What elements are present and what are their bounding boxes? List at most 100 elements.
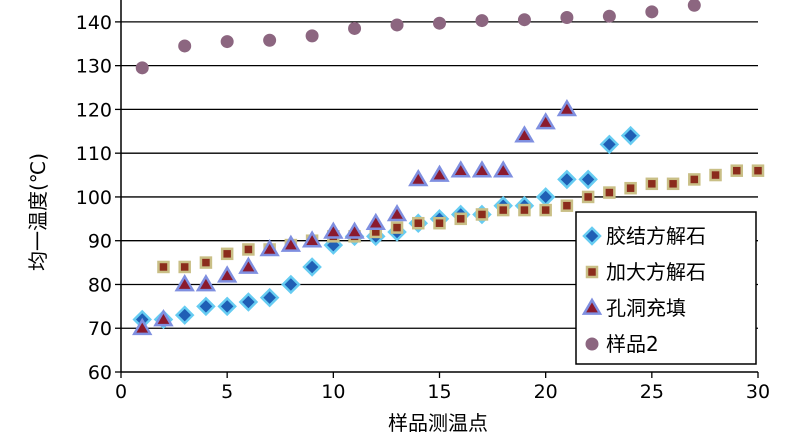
- gridlines: [121, 21, 758, 329]
- point-triangle: [408, 168, 429, 187]
- y-tick-label: 120: [76, 99, 112, 121]
- point-triangle: [259, 238, 280, 257]
- point-square: [433, 216, 446, 230]
- legend-label: 孔洞充填: [606, 296, 686, 320]
- point-triangle: [195, 274, 217, 292]
- point-triangle: [556, 98, 578, 117]
- point-triangle: [365, 212, 386, 231]
- legend-marker-triangle: [581, 297, 603, 315]
- point-square: [709, 168, 722, 182]
- y-axis-title: 均一温度(℃): [26, 153, 50, 271]
- point-square: [518, 203, 531, 217]
- x-axis-title: 样品测温点: [388, 411, 488, 435]
- point-diamond: [238, 292, 259, 312]
- y-tick-label: 130: [76, 56, 112, 78]
- point-diamond: [557, 169, 577, 190]
- point-square: [390, 221, 404, 234]
- legend-marker-square: [585, 265, 599, 279]
- point-triangle: [450, 160, 471, 178]
- point-circle: [220, 35, 234, 49]
- point-square: [242, 243, 255, 256]
- point-circle: [560, 11, 574, 25]
- point-circle: [687, 0, 701, 12]
- legend-marker-diamond: [582, 226, 602, 246]
- point-diamond: [281, 274, 301, 295]
- x-tick-label: 10: [321, 381, 345, 403]
- point-diamond: [174, 305, 195, 325]
- point-triangle: [174, 274, 195, 292]
- point-triangle: [344, 221, 365, 239]
- point-circle: [433, 16, 446, 30]
- point-triangle: [301, 230, 323, 248]
- point-square: [688, 173, 701, 186]
- point-square: [645, 177, 659, 191]
- series-3: [132, 98, 578, 336]
- legend-label: 加大方解石: [606, 260, 706, 284]
- y-tick-label: 110: [76, 143, 112, 165]
- y-tick-labels: 60 70 80 90 100 110 120 130 140: [76, 12, 112, 384]
- point-square: [751, 164, 765, 177]
- legend-label: 胶结方解石: [606, 224, 706, 248]
- point-triangle: [153, 309, 174, 327]
- y-tick-label: 70: [88, 318, 112, 340]
- point-triangle: [132, 317, 153, 336]
- point-square: [220, 247, 234, 261]
- series-4: [135, 0, 701, 75]
- y-tick-label: 90: [88, 231, 112, 253]
- point-triangle: [386, 203, 408, 222]
- y-tick-label: 140: [76, 12, 112, 34]
- point-square: [560, 199, 574, 212]
- point-square: [539, 203, 552, 217]
- point-square: [475, 208, 489, 221]
- point-square: [178, 260, 191, 274]
- x-tick-label: 30: [746, 381, 770, 403]
- point-circle: [475, 14, 489, 28]
- point-square: [581, 190, 595, 204]
- point-circle: [263, 33, 277, 47]
- x-tick-label: 0: [115, 381, 127, 403]
- y-tick-label: 100: [76, 187, 112, 209]
- point-square: [157, 260, 170, 274]
- series-1: [132, 125, 641, 330]
- point-square: [199, 256, 213, 269]
- axes: [115, 0, 759, 378]
- x-tick-label: 15: [427, 381, 451, 403]
- point-square: [603, 186, 616, 199]
- point-circle: [135, 61, 149, 75]
- point-circle: [645, 5, 659, 19]
- legend-box: [575, 211, 757, 365]
- point-square: [624, 181, 637, 195]
- point-circle: [602, 9, 616, 23]
- point-triangle: [471, 160, 493, 178]
- point-diamond: [620, 125, 641, 146]
- point-circle: [348, 21, 362, 35]
- point-square: [412, 216, 425, 230]
- point-circle: [305, 29, 319, 43]
- legend-marker-circle: [585, 337, 599, 351]
- point-square: [730, 164, 744, 177]
- point-square: [454, 212, 467, 226]
- point-triangle: [514, 125, 535, 143]
- point-diamond: [578, 169, 598, 190]
- data-points: [132, 0, 765, 336]
- point-diamond: [196, 296, 216, 317]
- point-diamond: [599, 134, 620, 155]
- point-circle: [390, 18, 404, 32]
- point-square: [666, 177, 680, 191]
- point-triangle: [323, 221, 344, 239]
- x-tick-label: 25: [640, 381, 664, 403]
- point-square: [496, 203, 510, 217]
- point-diamond: [217, 296, 237, 317]
- point-circle: [517, 13, 531, 27]
- point-triangle: [535, 112, 556, 130]
- x-tick-label: 5: [221, 381, 233, 403]
- point-triangle: [238, 256, 259, 274]
- x-tick-labels: 0 5 10 15 20 25 30: [115, 381, 770, 403]
- point-triangle: [216, 265, 238, 283]
- y-tick-label: 80: [88, 274, 112, 296]
- point-circle: [178, 39, 192, 53]
- point-diamond: [259, 287, 280, 308]
- point-triangle: [493, 160, 514, 178]
